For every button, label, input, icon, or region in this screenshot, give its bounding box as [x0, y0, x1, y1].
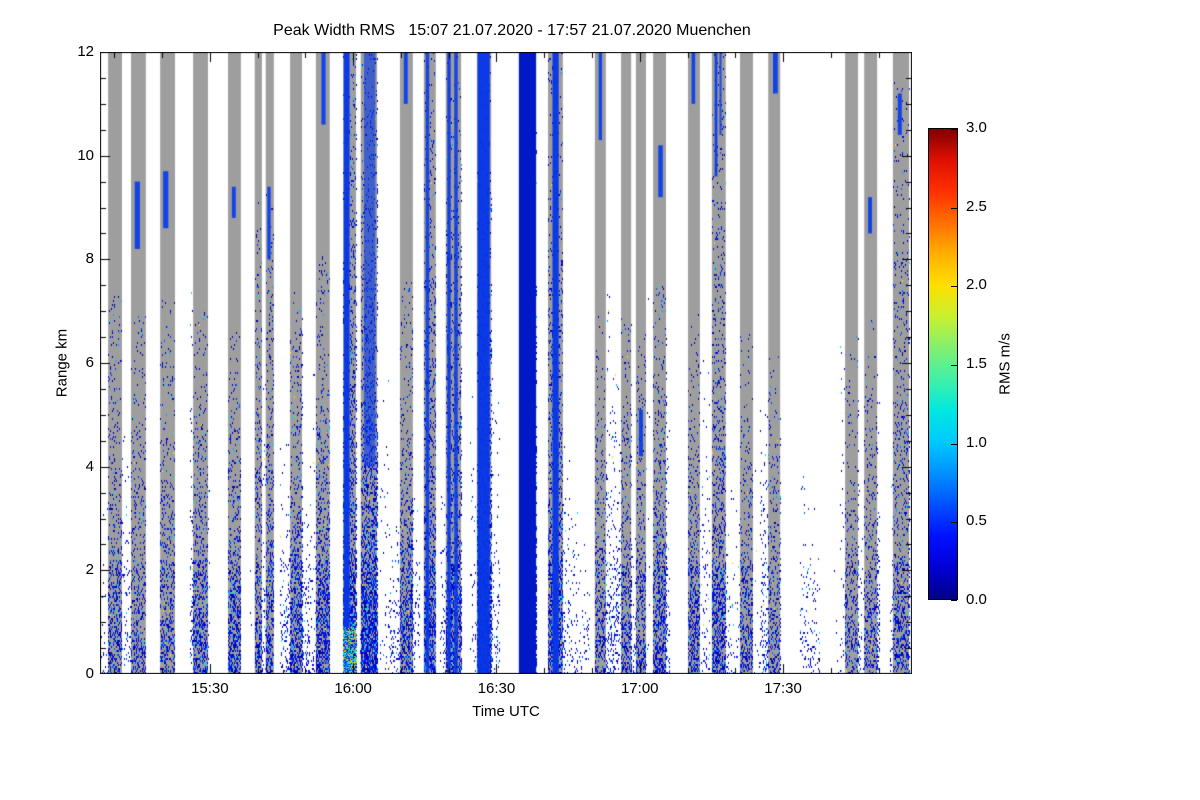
- colorbar-tick-label: 3.0: [966, 118, 987, 136]
- heatmap-canvas: [100, 52, 912, 674]
- colorbar-tick-label: 2.0: [966, 276, 987, 294]
- colorbar-tick: [951, 207, 957, 209]
- y-tick-label: 12: [77, 42, 94, 60]
- y-tick-label: 2: [85, 561, 94, 579]
- y-tick-label: 0: [85, 664, 94, 682]
- x-tick-label: 16:00: [334, 680, 372, 697]
- x-tick-label: 17:30: [764, 680, 802, 697]
- colorbar-tick: [951, 600, 957, 601]
- colorbar-tick: [951, 286, 957, 288]
- x-tick-label: 15:30: [191, 680, 229, 697]
- colorbar: [928, 128, 958, 601]
- colorbar-label: RMS m/s: [996, 333, 1014, 395]
- x-tick-label: 17:00: [620, 680, 659, 697]
- y-tick-label: 6: [85, 353, 94, 371]
- x-axis-label: Time UTC: [472, 703, 540, 720]
- colorbar-tick-label: 2.5: [966, 197, 987, 215]
- y-tick-label: 8: [85, 250, 94, 268]
- colorbar-tick-label: 1.5: [966, 354, 987, 372]
- colorbar-tick: [951, 129, 957, 130]
- colorbar-tick: [951, 443, 957, 445]
- colorbar-tick-label: 1.0: [966, 433, 987, 451]
- colorbar-tick-label: 0.0: [966, 590, 987, 608]
- colorbar-tick: [951, 522, 957, 524]
- y-tick-label: 4: [85, 457, 94, 475]
- plot-title: Peak Width RMS 15:07 21.07.2020 - 17:57 …: [273, 22, 751, 39]
- colorbar-tick-label: 0.5: [966, 512, 987, 530]
- colorbar-tick: [951, 365, 957, 366]
- colorbar-gradient: [929, 129, 957, 599]
- y-tick-label: 10: [77, 146, 94, 164]
- x-tick-label: 16:30: [477, 680, 516, 697]
